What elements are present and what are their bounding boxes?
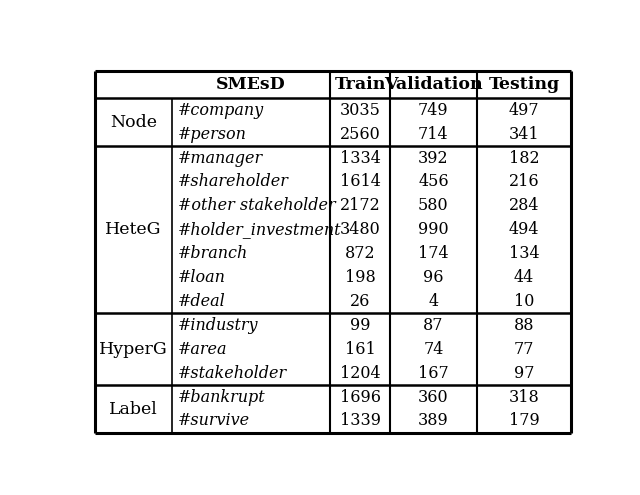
Text: 4: 4 [428,293,438,310]
Text: 1614: 1614 [340,173,381,191]
Text: 97: 97 [514,365,534,382]
Text: Train: Train [335,76,386,93]
Text: Validation: Validation [384,76,483,93]
Text: #person: #person [178,126,246,143]
Text: #stakeholder: #stakeholder [178,365,287,382]
Text: 1204: 1204 [340,365,381,382]
Text: 2560: 2560 [340,126,381,143]
Text: 1339: 1339 [340,412,381,430]
Text: #survive: #survive [178,412,250,430]
Text: 456: 456 [418,173,449,191]
Text: 714: 714 [418,126,449,143]
Text: SMEsD: SMEsD [216,76,286,93]
Text: HeteG: HeteG [105,221,161,238]
Text: 87: 87 [423,317,444,334]
Text: 1696: 1696 [340,389,381,405]
Text: Testing: Testing [488,76,559,93]
Text: 88: 88 [514,317,534,334]
Text: #loan: #loan [178,269,225,286]
Text: 360: 360 [418,389,449,405]
Text: #holder_investment: #holder_investment [178,221,341,238]
Text: 494: 494 [509,221,539,238]
Text: 174: 174 [418,245,449,262]
Text: 182: 182 [509,149,540,166]
Text: 990: 990 [418,221,449,238]
Text: 44: 44 [514,269,534,286]
Text: 74: 74 [423,341,444,358]
Text: #company: #company [178,102,264,119]
Text: #area: #area [178,341,227,358]
Text: 167: 167 [418,365,449,382]
Text: Node: Node [110,114,157,131]
Text: 3480: 3480 [340,221,381,238]
Text: 749: 749 [418,102,449,119]
Text: 1334: 1334 [340,149,381,166]
Text: 179: 179 [509,412,540,430]
Text: #industry: #industry [178,317,258,334]
Text: #shareholder: #shareholder [178,173,289,191]
Text: #other stakeholder: #other stakeholder [178,198,335,214]
Text: 134: 134 [509,245,540,262]
Text: HyperG: HyperG [99,341,168,358]
Text: 3035: 3035 [340,102,381,119]
Text: 198: 198 [345,269,376,286]
Text: 284: 284 [509,198,539,214]
Text: 389: 389 [418,412,449,430]
Text: 872: 872 [345,245,376,262]
Text: 318: 318 [509,389,540,405]
Text: 216: 216 [509,173,540,191]
Text: 96: 96 [423,269,444,286]
Text: 77: 77 [514,341,534,358]
Text: 99: 99 [350,317,371,334]
Text: 161: 161 [345,341,376,358]
Text: Label: Label [109,400,157,417]
Text: 580: 580 [418,198,449,214]
Text: #branch: #branch [178,245,248,262]
Text: 341: 341 [509,126,540,143]
Text: 26: 26 [350,293,371,310]
Text: #deal: #deal [178,293,225,310]
Text: 2172: 2172 [340,198,381,214]
Text: 392: 392 [418,149,449,166]
Text: 10: 10 [514,293,534,310]
Text: #bankrupt: #bankrupt [178,389,266,405]
Text: #manager: #manager [178,149,263,166]
Text: 497: 497 [509,102,540,119]
